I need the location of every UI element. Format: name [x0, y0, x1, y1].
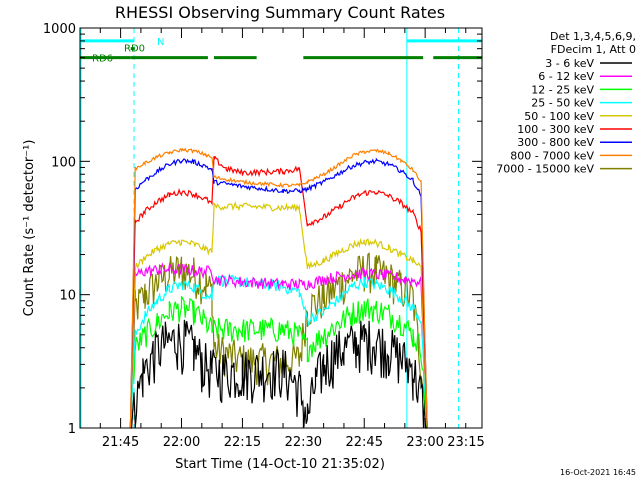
- series-50-100kev: [129, 201, 428, 429]
- flag-label-rd6: RD6: [92, 54, 113, 65]
- series-line: [129, 155, 428, 429]
- legend-label: 7000 - 15000 keV: [496, 163, 594, 176]
- y-axis-label: Count Rate (s⁻¹ detector⁻¹): [22, 140, 37, 317]
- series-12-25kev: [129, 296, 428, 429]
- x-tick-label: 23:00: [406, 435, 443, 450]
- plot-frame: [79, 27, 483, 429]
- series-line: [129, 273, 428, 429]
- flag-label-rd0: RD0: [124, 44, 145, 55]
- axes: 1 10 100 1000 21:45 22:00 22:15 22:30 22:45 23:00…: [43, 22, 485, 450]
- chart-title: RHESSI Observing Summary Count Rates: [115, 3, 445, 22]
- series-3-6kev: [130, 319, 428, 429]
- y-tick-label: 1: [68, 422, 76, 437]
- series-800-7000kev: [129, 147, 428, 429]
- x-tick-label: 22:30: [285, 435, 322, 450]
- series-100-300kev: [129, 155, 428, 429]
- y-tick-label: 10: [59, 289, 76, 304]
- legend-label: 3 - 6 keV: [545, 57, 594, 70]
- series-line: [129, 262, 428, 429]
- x-tick-label: 22:45: [346, 435, 383, 450]
- x-tick-label: 23:15: [447, 435, 484, 450]
- legend-label: 300 - 800 keV: [517, 136, 594, 149]
- legend-header-line-2: FDecim 1, Att 0: [551, 43, 636, 56]
- series-line: [130, 319, 428, 429]
- series-line: [129, 296, 428, 429]
- legend-label: 50 - 100 keV: [524, 110, 594, 123]
- series-line: [129, 201, 428, 429]
- legend-label: 800 - 7000 keV: [510, 149, 594, 162]
- legend-header-line-1: Det 1,3,4,5,6,9,: [550, 30, 636, 43]
- legend-label: 100 - 300 keV: [517, 123, 594, 136]
- x-axis-label: Start Time (14-Oct-10 21:35:02): [175, 457, 385, 472]
- series-line: [129, 157, 428, 429]
- footer-date: 16-Oct-2021 16:45: [560, 468, 636, 477]
- series-300-800kev: [129, 157, 428, 429]
- series-7000-15000kev: [129, 252, 428, 429]
- legend-label: 6 - 12 keV: [538, 70, 594, 83]
- series-6-12kev: [129, 262, 428, 429]
- flag-label-n: N: [157, 37, 164, 48]
- x-tick-label: 22:15: [224, 435, 261, 450]
- y-tick-label: 100: [51, 155, 76, 170]
- legend-label: 12 - 25 keV: [531, 83, 594, 96]
- legend-label: 25 - 50 keV: [531, 97, 594, 110]
- series-25-50kev: [129, 273, 428, 429]
- x-tick-label: 22:00: [163, 435, 200, 450]
- x-tick-label: 21:45: [102, 435, 139, 450]
- series-line: [129, 252, 428, 429]
- series-line: [129, 147, 428, 429]
- y-tick-label: 1000: [43, 22, 76, 37]
- flags-layer: RD6 RD0 N: [80, 37, 482, 65]
- series-layer: [129, 147, 428, 429]
